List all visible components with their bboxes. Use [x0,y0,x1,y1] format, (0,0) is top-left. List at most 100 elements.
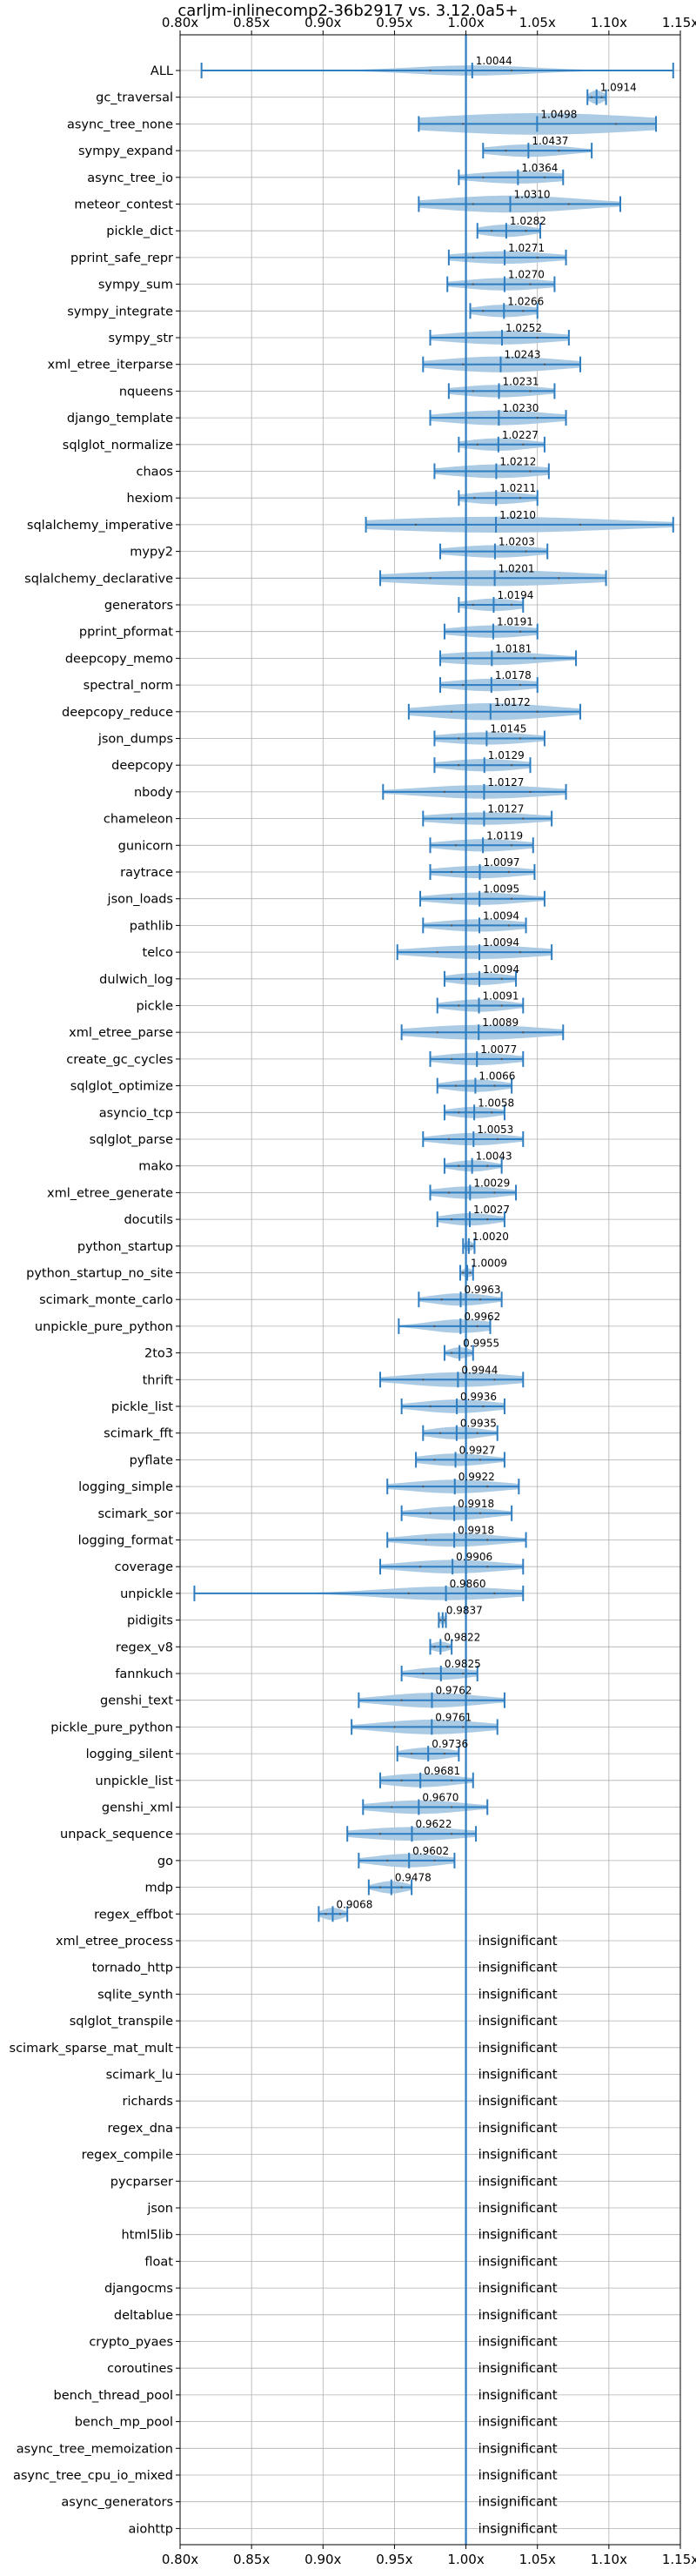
category-label: async_tree_io [87,171,173,185]
category-label: json_loads [107,893,173,907]
insignificant-label: insignificant [478,2067,558,2083]
category-label: xml_etree_process [56,1935,173,1949]
category-label: pyflate [130,1453,173,1467]
quartile-dot [418,1566,422,1568]
quartile-dot [450,710,453,713]
mean-value-label: 0.9860 [450,1578,486,1590]
quartile-dot [519,497,522,500]
category-label: genshi_text [100,1694,173,1708]
mean-value-label: 1.0058 [478,1097,514,1109]
x-tick-label-top: 1.05x [519,15,556,30]
x-tick-label-top: 0.90x [304,15,341,30]
quartile-dot [522,1031,525,1034]
mean-value-label: 0.9944 [461,1364,498,1376]
category-label: hexiom [127,492,173,506]
x-axis-top: 0.80x 0.85x 0.90x 0.95x 1.00x 1.05x 1.10x 1.15x [162,15,696,35]
category-label: genshi_xml [102,1801,173,1815]
quartile-dot [543,176,546,178]
category-label: json_dumps [97,733,173,747]
quartile-dot [510,764,513,767]
x-tick-label-bottom: 0.85x [233,2552,270,2567]
mean-value-label: 1.0201 [499,562,535,574]
x-tick-label-top: 0.85x [233,15,270,30]
quartile-dot [458,764,460,767]
category-label: xml_etree_parse [69,1026,173,1040]
quartile-dot [450,1779,453,1782]
quartile-dot [558,149,560,152]
mean-value-label: 1.0282 [510,215,546,227]
quartile-dot [529,390,532,392]
mean-value-label: 1.0270 [508,269,545,281]
category-label: nbody [134,786,173,800]
category-label: nqueens [119,385,173,399]
category-label: pickle_dict [106,225,173,238]
quartile-dot [478,1512,482,1515]
quartile-dot [493,1084,496,1087]
quartile-dot [400,1886,403,1888]
quartile-dot [429,1512,432,1515]
category-label: ALL [151,64,173,78]
insignificant-label: insignificant [478,2040,558,2056]
x-tick-label-top: 1.15x [662,15,696,30]
quartile-dot [462,1672,465,1675]
quartile-dot [422,1379,425,1381]
quartile-dot [505,149,507,152]
quartile-dot [436,1031,438,1034]
quartile-dot [454,1084,458,1087]
x-tick-label-bottom: 0.95x [376,2552,412,2567]
quartile-dot [390,1806,393,1808]
quartile-dot [422,1672,425,1675]
quartile-dot [450,1218,453,1221]
mean-value-label: 0.9906 [456,1551,492,1563]
mean-value-label: 0.9822 [444,1631,480,1643]
violin-layer [193,63,674,1922]
quartile-dot [393,1726,396,1728]
category-label: thrift [143,1373,174,1387]
category-label: deltablue [114,2309,173,2323]
quartile-dot [522,443,525,446]
mean-value-label: 1.0271 [508,242,545,254]
mean-value-label: 1.0203 [499,536,535,548]
insignificant-label: insignificant [478,2173,558,2189]
insignificant-label: insignificant [478,2093,558,2109]
quartile-dot [450,897,453,900]
quartile-dot [386,1859,389,1862]
x-tick-label-top: 0.95x [376,15,412,30]
mean-value-label: 1.0252 [505,322,542,334]
category-label: logging_silent [86,1748,174,1761]
mean-value-label: 1.0145 [490,723,526,735]
insignificant-label: insignificant [478,2227,558,2243]
mean-value-label: 0.9068 [336,1898,372,1910]
quartile-dot [447,1137,451,1141]
mean-value-label: 1.0498 [540,108,577,120]
quartile-dot [529,790,532,794]
category-label: create_gc_cycles [66,1053,173,1067]
quartile-dot [414,523,418,527]
quartile-dot [454,844,458,847]
category-label: chaos [137,466,173,480]
mean-value-label: 1.0119 [486,829,523,842]
category-label: sympy_sum [98,278,173,292]
quartile-dot [469,1271,472,1274]
quartile-dot [443,790,446,794]
category-label: scimark_sparse_mat_mult [10,2042,174,2056]
category-label: spectral_norm [84,679,173,693]
category-label: sqlite_synth [97,1988,173,2002]
mean-value-label: 0.9478 [395,1872,432,1884]
mean-value-label: 0.9837 [446,1605,483,1617]
quartile-dot [462,657,465,660]
quartile-dot [378,1886,382,1888]
quartile-dot [525,550,527,553]
insignificant-label: insignificant [478,2494,558,2510]
category-label: dulwich_log [99,973,173,987]
category-label: richards [122,2095,173,2109]
category-label: sqlalchemy_declarative [24,572,173,586]
quartile-dot [436,950,438,954]
insignificant-label: insignificant [478,2440,558,2456]
category-label: djangocms [104,2282,173,2296]
quartile-dot [450,1057,453,1061]
quartile-dot [450,1806,453,1808]
category-label: deepcopy_reduce [62,706,173,720]
category-label: bench_thread_pool [54,2389,173,2403]
insignificant-label: insignificant [478,2200,558,2216]
